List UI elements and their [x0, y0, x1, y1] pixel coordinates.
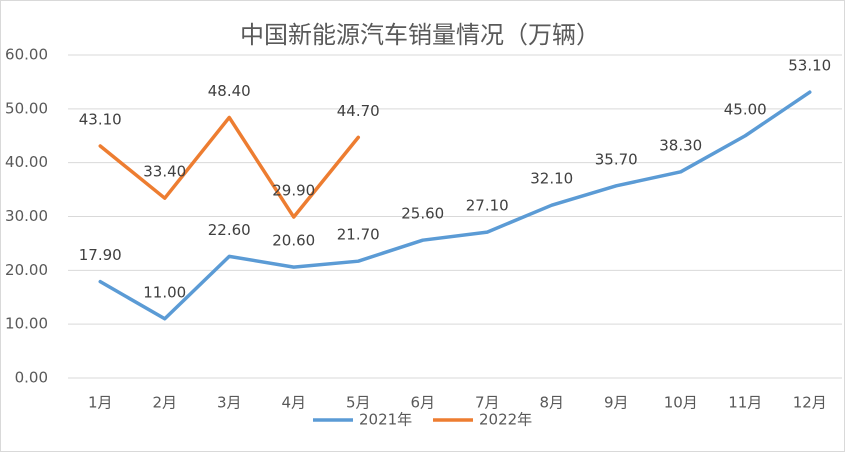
- x-tick-label: 2月: [152, 394, 177, 412]
- x-tick-label: 10月: [664, 394, 698, 412]
- data-label: 33.40: [143, 163, 186, 181]
- x-tick-label: 7月: [475, 394, 500, 412]
- data-label: 48.40: [208, 82, 251, 100]
- x-tick-label: 12月: [793, 394, 827, 412]
- data-label: 45.00: [724, 100, 767, 118]
- y-tick-label: 20.00: [5, 261, 48, 279]
- y-tick-label: 60.00: [5, 46, 48, 64]
- data-label: 53.10: [788, 57, 831, 75]
- data-label: 43.10: [79, 110, 122, 128]
- x-tick-label: 9月: [604, 394, 629, 412]
- data-label: 21.70: [337, 226, 380, 244]
- data-label: 29.90: [272, 182, 315, 200]
- data-label: 44.70: [337, 102, 380, 120]
- legend-label: 2021年: [359, 411, 412, 429]
- x-tick-label: 11月: [728, 394, 762, 412]
- x-tick-label: 4月: [281, 394, 306, 412]
- data-label: 11.00: [143, 283, 186, 301]
- data-label: 38.30: [659, 136, 702, 154]
- series-line: [98, 115, 360, 219]
- series-line: [98, 90, 812, 321]
- x-tick-label: 5月: [346, 394, 371, 412]
- data-label: 20.60: [272, 232, 315, 250]
- x-tick-label: 1月: [88, 394, 113, 412]
- data-label: 32.10: [530, 170, 573, 188]
- y-tick-label: 30.00: [5, 207, 48, 225]
- y-tick-label: 0.00: [15, 369, 48, 387]
- x-tick-label: 8月: [539, 394, 564, 412]
- y-tick-label: 40.00: [5, 153, 48, 171]
- x-tick-label: 6月: [410, 394, 435, 412]
- data-label: 27.10: [466, 197, 509, 215]
- chart-title: 中国新能源汽车销量情况（万辆）: [240, 21, 600, 49]
- data-label: 25.60: [401, 205, 444, 223]
- data-label: 22.60: [208, 221, 251, 239]
- y-tick-label: 50.00: [5, 99, 48, 117]
- x-tick-label: 3月: [217, 394, 242, 412]
- legend-label: 2022年: [479, 411, 532, 429]
- data-label: 35.70: [595, 150, 638, 168]
- data-label: 17.90: [79, 246, 122, 264]
- y-tick-label: 10.00: [5, 315, 48, 333]
